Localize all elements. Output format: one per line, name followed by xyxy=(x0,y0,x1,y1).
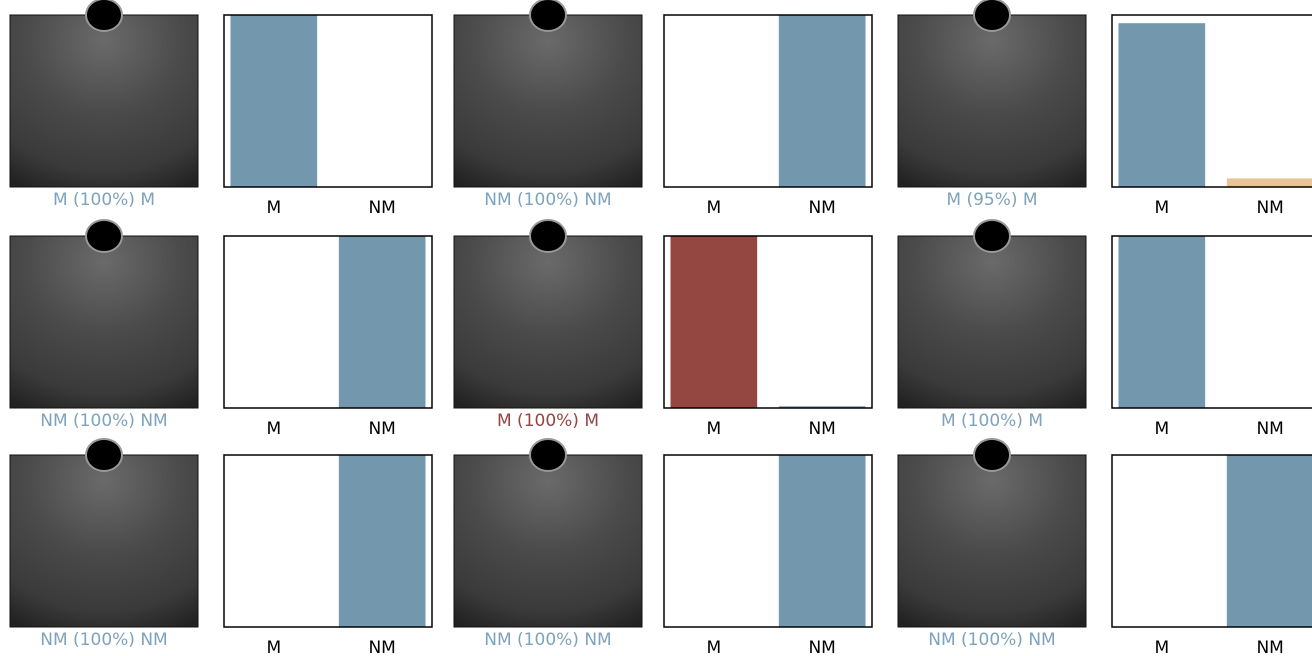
x-tick-label: M xyxy=(266,638,281,656)
probe xyxy=(530,439,566,471)
probe xyxy=(86,220,122,252)
image-caption: NM (100%) NM xyxy=(484,630,611,650)
x-tick-label: M xyxy=(1154,198,1169,218)
x-tick-label: M xyxy=(266,198,281,218)
probe xyxy=(974,439,1010,471)
bar xyxy=(1227,455,1312,627)
x-tick-label: NM xyxy=(368,638,395,656)
image-caption: NM (100%) NM xyxy=(928,630,1055,650)
probe xyxy=(86,0,122,31)
probe xyxy=(530,220,566,252)
x-tick-label: NM xyxy=(1256,419,1283,439)
probe xyxy=(974,0,1010,31)
x-tick-label: NM xyxy=(368,198,395,218)
probe xyxy=(86,439,122,471)
image-caption: NM (100%) NM xyxy=(40,630,167,650)
probe xyxy=(974,220,1010,252)
bar xyxy=(231,15,318,187)
ultrasound-image xyxy=(454,15,642,187)
image-caption: M (95%) M xyxy=(946,190,1037,210)
x-tick-label: NM xyxy=(808,638,835,656)
bar xyxy=(339,236,426,408)
ultrasound-image xyxy=(454,236,642,408)
x-tick-label: NM xyxy=(808,198,835,218)
ultrasound-image xyxy=(898,236,1086,408)
bar xyxy=(779,15,866,187)
x-tick-label: M xyxy=(1154,638,1169,656)
x-tick-label: M xyxy=(706,638,721,656)
ultrasound-image xyxy=(898,455,1086,627)
ultrasound-image xyxy=(10,15,198,187)
bar xyxy=(1227,178,1312,187)
figure: M (100%) M M NM NM (100%) NM M NM M (95%) M M NM… xyxy=(0,0,1312,656)
bar xyxy=(339,455,426,627)
x-tick-label: NM xyxy=(1256,638,1283,656)
x-tick-label: NM xyxy=(808,419,835,439)
image-caption: M (100%) M xyxy=(497,411,599,431)
x-tick-label: NM xyxy=(1256,198,1283,218)
bar xyxy=(1119,236,1206,408)
image-caption: M (100%) M xyxy=(941,411,1043,431)
x-tick-label: M xyxy=(706,419,721,439)
bar xyxy=(1119,23,1206,187)
x-tick-label: M xyxy=(266,419,281,439)
image-caption: M (100%) M xyxy=(53,190,155,210)
x-tick-label: M xyxy=(706,198,721,218)
ultrasound-image xyxy=(898,15,1086,187)
image-caption: NM (100%) NM xyxy=(40,411,167,431)
bar xyxy=(671,236,758,408)
ultrasound-image xyxy=(10,236,198,408)
x-tick-label: NM xyxy=(368,419,395,439)
x-tick-label: M xyxy=(1154,419,1169,439)
ultrasound-image xyxy=(454,455,642,627)
probe xyxy=(530,0,566,31)
ultrasound-image xyxy=(10,455,198,627)
image-caption: NM (100%) NM xyxy=(484,190,611,210)
bar xyxy=(779,455,866,627)
